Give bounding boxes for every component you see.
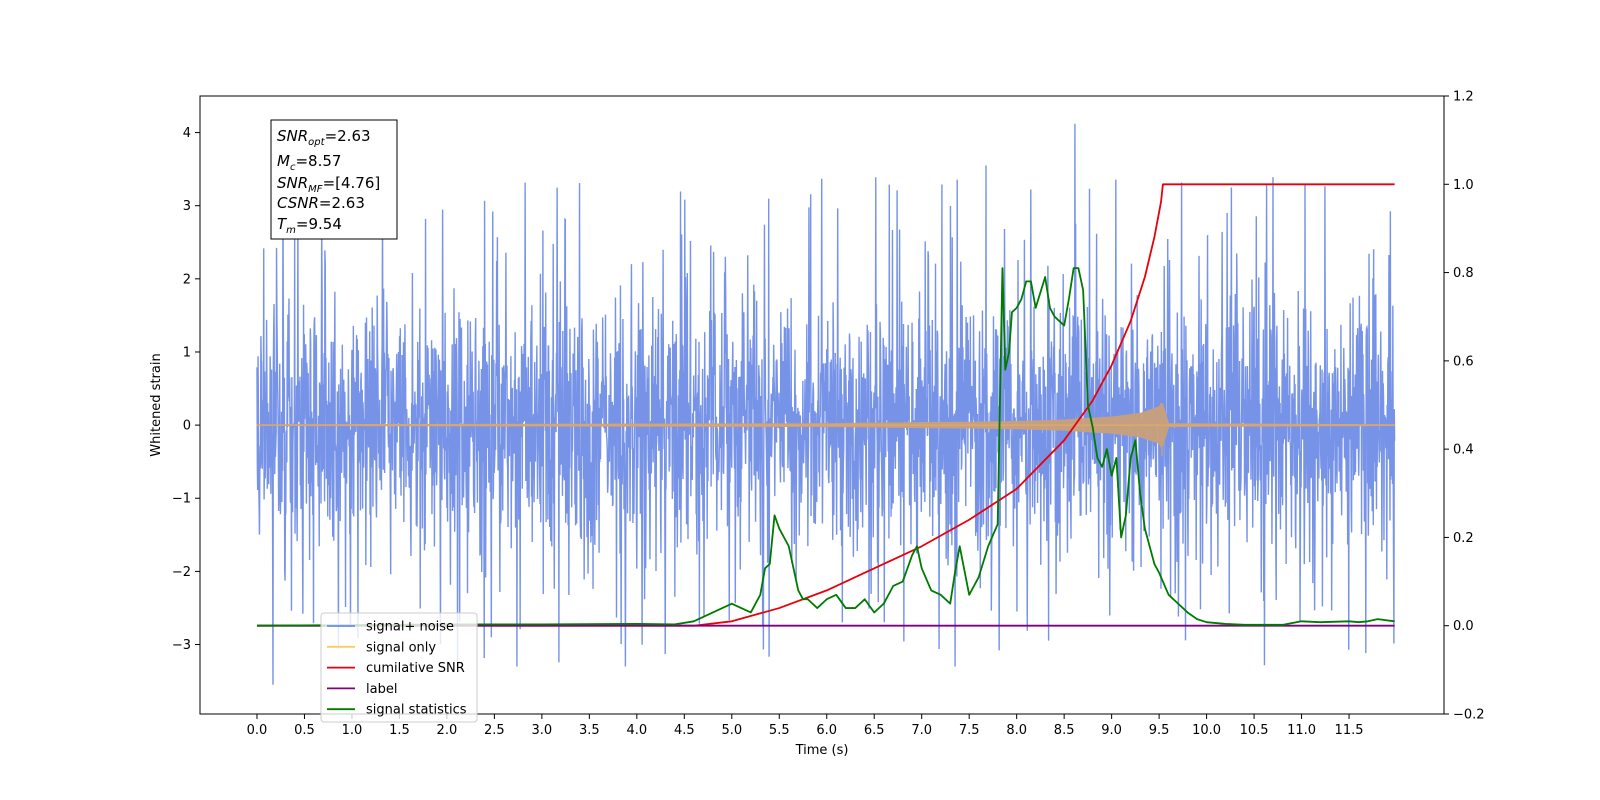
x-tick-label: 0.0	[247, 723, 268, 738]
x-tick-label: 11.5	[1335, 723, 1364, 738]
y2-tick-label: 0.2	[1453, 531, 1474, 546]
legend-label: signal statistics	[366, 703, 467, 718]
y-tick-label: 3	[183, 199, 191, 214]
x-tick-label: 3.0	[532, 723, 553, 738]
y2-tick-label: 0.6	[1453, 354, 1474, 369]
legend-label: cumilative SNR	[366, 661, 465, 676]
x-tick-label: 10.0	[1192, 723, 1221, 738]
x-tick-label: 4.5	[674, 723, 695, 738]
x-tick-label: 9.0	[1101, 723, 1122, 738]
x-tick-label: 5.5	[769, 723, 790, 738]
y2-axis-ticks: −0.2 0.0 0.2 0.4 0.6 0.8 1.0 1.2	[1444, 90, 1485, 723]
y2-tick-label: 0.4	[1453, 443, 1474, 458]
cumilative-snr-line	[256, 183, 1395, 627]
y-tick-label: −2	[172, 565, 191, 580]
x-tick-label: 6.0	[816, 723, 837, 738]
legend-label: signal only	[366, 640, 436, 655]
legend-label: signal+ noise	[366, 620, 454, 635]
x-tick-label: 10.5	[1240, 723, 1269, 738]
legend-frame	[320, 612, 478, 723]
x-tick-label: 0.5	[294, 723, 315, 738]
y-tick-label: 0	[183, 419, 191, 434]
annotation-line: Mc=8.57	[277, 152, 341, 173]
legend: signal+ noise signal only cumilative SNR la…	[320, 612, 478, 723]
x-axis-title: Time (s)	[795, 743, 849, 758]
x-tick-label: 3.5	[579, 723, 600, 738]
y-axis-ticks: −3 −2 −1 0 1 2 3 4	[172, 126, 200, 653]
y-tick-label: 1	[183, 345, 191, 360]
y-tick-label: 4	[183, 126, 191, 141]
y2-tick-label: 0.8	[1453, 266, 1474, 281]
x-tick-label: 8.0	[1006, 723, 1027, 738]
annotation-line: SNRopt=2.63	[277, 127, 371, 148]
x-axis-ticks: 0.0 0.5 1.0 1.5 2.0 2.5 3.0 3.5 4.0 4.5 5.0 5.5 6.0 6…	[247, 714, 1364, 738]
y2-tick-label: 1.2	[1453, 90, 1474, 105]
x-tick-label: 11.0	[1287, 723, 1316, 738]
y-tick-label: 2	[183, 272, 191, 287]
x-tick-label: 8.5	[1054, 723, 1075, 738]
y-tick-label: −1	[172, 492, 191, 507]
x-tick-label: 1.0	[342, 723, 363, 738]
y-axis-title: Whitened strain	[149, 353, 164, 456]
y2-tick-label: 0.0	[1453, 619, 1474, 634]
legend-label: label	[366, 682, 397, 697]
x-tick-label: 7.5	[959, 723, 980, 738]
annotation-line: Tm=9.54	[277, 215, 342, 236]
x-tick-label: 5.0	[721, 723, 742, 738]
x-tick-label: 6.5	[864, 723, 885, 738]
x-tick-label: 2.0	[437, 723, 458, 738]
signal-noise-line	[256, 123, 1396, 685]
x-tick-label: 7.0	[911, 723, 932, 738]
signal-only-series	[256, 402, 1396, 456]
annotation-line: CSNR=2.63	[277, 194, 365, 212]
plot-frame	[199, 95, 1445, 715]
x-tick-label: 4.0	[626, 723, 647, 738]
x-tick-label: 1.5	[389, 723, 410, 738]
annotation-line: SNRMF=[4.76]	[277, 174, 380, 195]
x-tick-label: 9.5	[1149, 723, 1170, 738]
x-tick-label: 2.5	[484, 723, 505, 738]
y-tick-label: −3	[172, 638, 191, 653]
signal-noise-series	[256, 123, 1396, 685]
annotation-box-border	[270, 119, 398, 240]
y2-tick-label: 1.0	[1453, 178, 1474, 193]
signal-statistics-line	[256, 267, 1395, 627]
y2-tick-label: −0.2	[1453, 708, 1485, 723]
